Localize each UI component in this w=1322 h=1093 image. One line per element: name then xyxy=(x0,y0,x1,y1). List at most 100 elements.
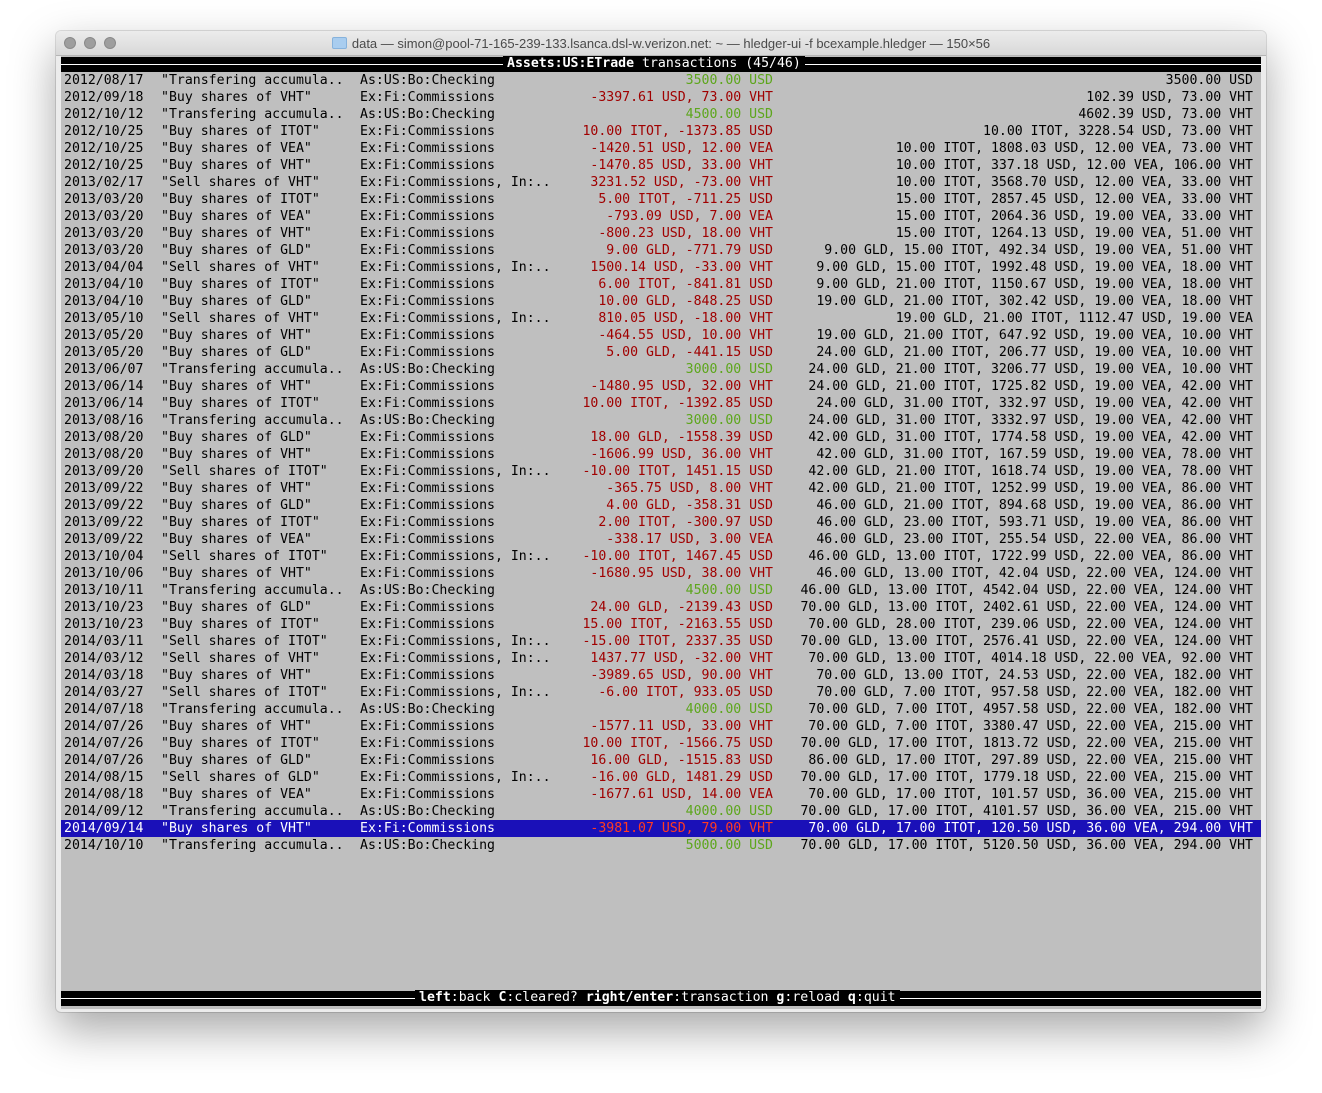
table-row[interactable]: 2014/08/15 "Sell shares of GLD" Ex:Fi:Comm… xyxy=(61,769,1261,786)
table-row[interactable]: 2013/06/14 "Buy shares of VHT" Ex:Fi:Commi… xyxy=(61,378,1261,395)
balance-cell: 10.00 ITOT, 3228.54 USD, 73.00 VHT xyxy=(983,124,1253,139)
amount-cell: -6.00 ITOT, 933.05 USD xyxy=(598,685,773,700)
table-row[interactable]: 2014/07/18 "Transfering accumula.. As:US:B… xyxy=(61,701,1261,718)
table-row[interactable]: 2013/09/22 "Buy shares of VEA" Ex:Fi:Commi… xyxy=(61,531,1261,548)
table-row[interactable]: 2014/03/18 "Buy shares of VHT" Ex:Fi:Commi… xyxy=(61,667,1261,684)
table-row[interactable]: 2014/07/26 "Buy shares of GLD" Ex:Fi:Commi… xyxy=(61,752,1261,769)
key-hint: q:quit xyxy=(848,990,896,1005)
table-row[interactable]: 2014/09/12 "Transfering accumula.. As:US:B… xyxy=(61,803,1261,820)
table-row[interactable]: 2014/07/26 "Buy shares of ITOT" Ex:Fi:Comm… xyxy=(61,735,1261,752)
date-cell: 2013/10/06 xyxy=(64,566,144,581)
table-row[interactable]: 2012/08/17 "Transfering accumula.. As:US:B… xyxy=(61,72,1261,89)
table-row[interactable]: 2014/10/10 "Transfering accumula.. As:US:B… xyxy=(61,837,1261,854)
table-row[interactable]: 2013/09/22 "Buy shares of GLD" Ex:Fi:Commi… xyxy=(61,497,1261,514)
table-row[interactable]: 2013/09/22 "Buy shares of ITOT" Ex:Fi:Comm… xyxy=(61,514,1261,531)
amount-cell: 10.00 ITOT, -1566.75 USD xyxy=(582,736,773,751)
table-row[interactable]: 2013/08/16 "Transfering accumula.. As:US:B… xyxy=(61,412,1261,429)
table-row[interactable]: 2013/06/07 "Transfering accumula.. As:US:B… xyxy=(61,361,1261,378)
table-row[interactable]: 2014/03/27 "Sell shares of ITOT" Ex:Fi:Com… xyxy=(61,684,1261,701)
key-action: transaction xyxy=(681,990,769,1005)
description-cell: "Buy shares of VHT" xyxy=(161,328,312,343)
table-row[interactable]: 2012/10/25 "Buy shares of VHT" Ex:Fi:Commi… xyxy=(61,157,1261,174)
date-cell: 2013/10/11 xyxy=(64,583,144,598)
date-cell: 2014/08/15 xyxy=(64,770,144,785)
account-cell: As:US:Bo:Checking xyxy=(360,413,495,428)
table-row-selected[interactable]: 2014/09/14 "Buy shares of VHT" Ex:Fi:Commi… xyxy=(61,820,1261,837)
table-row[interactable]: 2014/03/11 "Sell shares of ITOT" Ex:Fi:Com… xyxy=(61,633,1261,650)
table-row[interactable]: 2013/04/10 "Buy shares of GLD" Ex:Fi:Commi… xyxy=(61,293,1261,310)
date-cell: 2013/03/20 xyxy=(64,243,144,258)
table-row[interactable]: 2013/10/11 "Transfering accumula.. As:US:B… xyxy=(61,582,1261,599)
balance-cell: 24.00 GLD, 31.00 ITOT, 3332.97 USD, 19.0… xyxy=(808,413,1253,428)
amount-cell: -1680.95 USD, 38.00 VHT xyxy=(590,566,773,581)
table-row[interactable]: 2012/09/18 "Buy shares of VHT" Ex:Fi:Commi… xyxy=(61,89,1261,106)
window-controls xyxy=(64,37,116,49)
header-account: Assets:US:ETrade xyxy=(507,56,635,71)
table-row[interactable]: 2013/03/20 "Buy shares of GLD" Ex:Fi:Commi… xyxy=(61,242,1261,259)
title-bar: data — simon@pool-71-165-239-133.lsanca.… xyxy=(56,31,1266,56)
table-row[interactable]: 2012/10/25 "Buy shares of ITOT" Ex:Fi:Comm… xyxy=(61,123,1261,140)
table-row[interactable]: 2013/06/14 "Buy shares of ITOT" Ex:Fi:Comm… xyxy=(61,395,1261,412)
balance-cell: 70.00 GLD, 17.00 ITOT, 101.57 USD, 36.00… xyxy=(808,787,1253,802)
account-cell: Ex:Fi:Commissions xyxy=(360,90,495,105)
amount-cell: -464.55 USD, 10.00 VHT xyxy=(598,328,773,343)
table-row[interactable]: 2014/03/12 "Sell shares of VHT" Ex:Fi:Comm… xyxy=(61,650,1261,667)
key-separator: : xyxy=(506,990,515,1005)
table-row[interactable]: 2013/02/17 "Sell shares of VHT" Ex:Fi:Comm… xyxy=(61,174,1261,191)
amount-cell: 3500.00 USD xyxy=(685,73,773,88)
table-row[interactable]: 2013/09/20 "Sell shares of ITOT" Ex:Fi:Com… xyxy=(61,463,1261,480)
balance-cell: 24.00 GLD, 21.00 ITOT, 206.77 USD, 19.00… xyxy=(816,345,1253,360)
account-cell: As:US:Bo:Checking xyxy=(360,804,495,819)
table-row[interactable]: 2013/10/04 "Sell shares of ITOT" Ex:Fi:Com… xyxy=(61,548,1261,565)
balance-cell: 70.00 GLD, 17.00 ITOT, 4101.57 USD, 36.0… xyxy=(800,804,1253,819)
table-row[interactable]: 2013/08/20 "Buy shares of GLD" Ex:Fi:Commi… xyxy=(61,429,1261,446)
table-row[interactable]: 2013/05/20 "Buy shares of GLD" Ex:Fi:Commi… xyxy=(61,344,1261,361)
date-cell: 2013/09/22 xyxy=(64,498,144,513)
balance-cell: 70.00 GLD, 17.00 ITOT, 1813.72 USD, 22.0… xyxy=(800,736,1253,751)
date-cell: 2013/09/22 xyxy=(64,515,144,530)
description-cell: "Sell shares of ITOT" xyxy=(161,549,328,564)
date-cell: 2012/10/12 xyxy=(64,107,144,122)
date-cell: 2013/09/22 xyxy=(64,532,144,547)
description-cell: "Buy shares of VHT" xyxy=(161,226,312,241)
description-cell: "Sell shares of ITOT" xyxy=(161,685,328,700)
close-button[interactable] xyxy=(64,37,76,49)
table-row[interactable]: 2012/10/12 "Transfering accumula.. As:US:B… xyxy=(61,106,1261,123)
account-cell: Ex:Fi:Commissions xyxy=(360,379,495,394)
table-row[interactable]: 2013/04/04 "Sell shares of VHT" Ex:Fi:Comm… xyxy=(61,259,1261,276)
table-row[interactable]: 2013/05/20 "Buy shares of VHT" Ex:Fi:Commi… xyxy=(61,327,1261,344)
key-action: back xyxy=(458,990,491,1005)
terminal-screen[interactable]: Assets:US:ETrade transactions (45/46) 20… xyxy=(61,56,1261,1009)
account-cell: As:US:Bo:Checking xyxy=(360,107,495,122)
table-row[interactable]: 2013/08/20 "Buy shares of VHT" Ex:Fi:Commi… xyxy=(61,446,1261,463)
table-row[interactable]: 2012/10/25 "Buy shares of VEA" Ex:Fi:Commi… xyxy=(61,140,1261,157)
zoom-button[interactable] xyxy=(104,37,116,49)
balance-cell: 24.00 GLD, 21.00 ITOT, 1725.82 USD, 19.0… xyxy=(808,379,1253,394)
table-row[interactable]: 2013/03/20 "Buy shares of ITOT" Ex:Fi:Comm… xyxy=(61,191,1261,208)
account-cell: Ex:Fi:Commissions xyxy=(360,243,495,258)
date-cell: 2013/10/23 xyxy=(64,600,144,615)
table-row[interactable]: 2014/08/18 "Buy shares of VEA" Ex:Fi:Commi… xyxy=(61,786,1261,803)
balance-cell: 42.00 GLD, 31.00 ITOT, 167.59 USD, 19.00… xyxy=(816,447,1253,462)
table-row[interactable]: 2013/05/10 "Sell shares of VHT" Ex:Fi:Comm… xyxy=(61,310,1261,327)
amount-cell: -16.00 GLD, 1481.29 USD xyxy=(590,770,773,785)
table-row[interactable]: 2013/09/22 "Buy shares of VHT" Ex:Fi:Commi… xyxy=(61,480,1261,497)
table-row[interactable]: 2013/10/06 "Buy shares of VHT" Ex:Fi:Commi… xyxy=(61,565,1261,582)
description-cell: "Buy shares of VHT" xyxy=(161,821,312,836)
description-cell: "Buy shares of VHT" xyxy=(161,90,312,105)
minimize-button[interactable] xyxy=(84,37,96,49)
table-row[interactable]: 2013/04/10 "Buy shares of ITOT" Ex:Fi:Comm… xyxy=(61,276,1261,293)
table-row[interactable]: 2013/03/20 "Buy shares of VEA" Ex:Fi:Commi… xyxy=(61,208,1261,225)
description-cell: "Buy shares of VHT" xyxy=(161,379,312,394)
account-cell: Ex:Fi:Commissions xyxy=(360,821,495,836)
date-cell: 2012/09/18 xyxy=(64,90,144,105)
description-cell: "Buy shares of ITOT" xyxy=(161,396,320,411)
table-row[interactable]: 2014/07/26 "Buy shares of VHT" Ex:Fi:Commi… xyxy=(61,718,1261,735)
folder-icon xyxy=(331,37,347,49)
transaction-list[interactable]: 2012/08/17 "Transfering accumula.. As:US:B… xyxy=(61,72,1261,854)
balance-cell: 46.00 GLD, 23.00 ITOT, 593.71 USD, 19.00… xyxy=(816,515,1253,530)
balance-cell: 46.00 GLD, 13.00 ITOT, 4542.04 USD, 22.0… xyxy=(800,583,1253,598)
table-row[interactable]: 2013/10/23 "Buy shares of ITOT" Ex:Fi:Comm… xyxy=(61,616,1261,633)
table-row[interactable]: 2013/03/20 "Buy shares of VHT" Ex:Fi:Commi… xyxy=(61,225,1261,242)
table-row[interactable]: 2013/10/23 "Buy shares of GLD" Ex:Fi:Commi… xyxy=(61,599,1261,616)
